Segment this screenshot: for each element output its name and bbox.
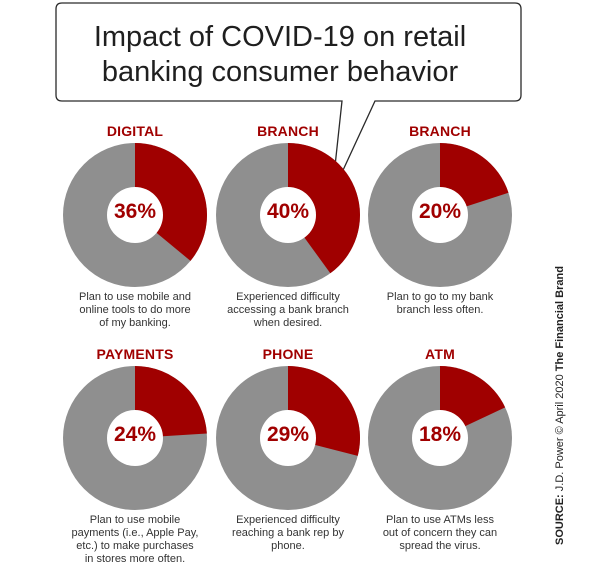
description-line: payments (i.e., Apple Pay,	[71, 527, 199, 539]
percent-label: 20%	[418, 200, 462, 223]
percent-label: 36%	[113, 200, 157, 223]
description-line: accessing a bank branch	[227, 304, 349, 316]
source-text: J.D. Power © April 2020	[554, 371, 566, 495]
description-line: Plan to use mobile	[89, 514, 181, 526]
percent-label: 24%	[113, 423, 157, 446]
description-line: branch less often.	[396, 304, 484, 316]
category-label: BRANCH	[409, 123, 471, 139]
description-line: when desired.	[253, 317, 323, 329]
source-brand: The Financial Brand	[554, 266, 566, 372]
donut-hole	[260, 410, 316, 466]
donut-chart	[63, 143, 207, 287]
description: Plan to use mobile and online tools to do…	[55, 291, 215, 330]
description-line: Plan to go to my bank	[386, 291, 494, 303]
description-line: online tools to do more	[79, 304, 191, 316]
source-credit: SOURCE: J.D. Power © April 2020 The Fina…	[554, 266, 566, 545]
percent-label: 29%	[266, 423, 310, 446]
chart-title-line-1: Impact of COVID-19 on retail	[93, 21, 467, 53]
description-line: of my banking.	[99, 317, 171, 329]
description: Experienced difficulty accessing a bank b…	[208, 291, 368, 330]
category-label: DIGITAL	[106, 123, 164, 139]
description: Plan to use ATMs less out of concern they…	[360, 514, 520, 553]
donut-hole	[107, 187, 163, 243]
donut-chart	[216, 366, 360, 510]
description-line: spread the virus.	[399, 540, 481, 552]
category-label: ATM	[425, 346, 455, 362]
description-line: Plan to use mobile and	[79, 291, 191, 303]
donut-chart	[63, 366, 207, 510]
description-line: reaching a bank rep by	[232, 527, 344, 539]
category-label: BRANCH	[257, 123, 319, 139]
percent-label: 18%	[418, 423, 462, 446]
description: Experienced difficulty reaching a bank re…	[208, 514, 368, 553]
percent-label: 40%	[266, 200, 310, 223]
donut-chart	[368, 366, 512, 510]
donut-hole	[412, 187, 468, 243]
donut-hole	[107, 410, 163, 466]
source-label: SOURCE:	[554, 494, 566, 545]
description: Plan to use mobile payments (i.e., Apple …	[55, 514, 215, 566]
category-label: PHONE	[262, 346, 314, 362]
donut-chart	[216, 143, 360, 287]
donut-value-slice	[135, 143, 207, 261]
description-line: Plan to use ATMs less	[385, 514, 494, 526]
category-label: PAYMENTS	[96, 346, 174, 362]
donut-hole	[260, 187, 316, 243]
donut-value-slice	[288, 143, 360, 274]
description: Plan to go to my bank branch less often.	[360, 291, 520, 317]
description-line: Experienced difficulty	[236, 291, 340, 303]
description-line: Experienced difficulty	[236, 514, 340, 526]
description-line: in stores more often.	[84, 553, 186, 565]
donut-chart	[368, 143, 512, 287]
description-line: phone.	[271, 540, 305, 552]
donut-hole	[412, 410, 468, 466]
title-speech-bubble	[55, 2, 522, 195]
description-line: out of concern they can	[382, 527, 498, 539]
chart-title-line-2: banking consumer behavior	[101, 56, 459, 88]
description-line: etc.) to make purchases	[76, 540, 194, 552]
